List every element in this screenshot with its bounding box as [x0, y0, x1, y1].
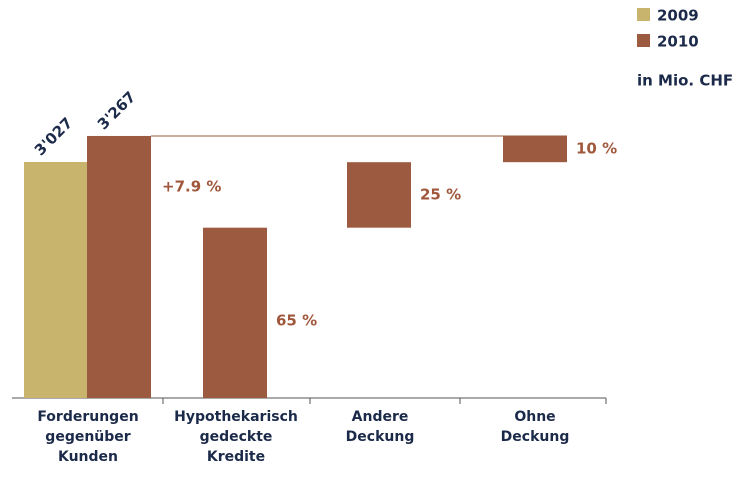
value-label: 3'027: [31, 114, 76, 159]
x-tick-label: Ohne Deckung: [500, 409, 570, 445]
bar: [503, 135, 567, 163]
value-label: 3'267: [94, 88, 139, 133]
legend-swatch: [637, 34, 650, 47]
bar: [203, 227, 267, 398]
x-tick-label: Andere Deckung: [345, 409, 415, 445]
x-tick-label: Hypothekarisch gedeckte Kredite: [174, 409, 298, 465]
legend-swatch: [637, 8, 650, 21]
legend-label: 2010: [657, 33, 699, 51]
growth-annotation: +7.9 %: [162, 178, 221, 196]
bar: [24, 161, 88, 398]
x-tick-label: Forderungen gegenüber Kunden: [37, 409, 139, 465]
value-label: 10 %: [576, 140, 617, 158]
value-label: 25 %: [420, 185, 461, 203]
bar: [347, 162, 411, 228]
bar: [87, 135, 151, 398]
legend-label: 2009: [657, 7, 699, 25]
unit-label: in Mio. CHF: [637, 72, 733, 90]
value-label: 65 %: [276, 311, 317, 329]
